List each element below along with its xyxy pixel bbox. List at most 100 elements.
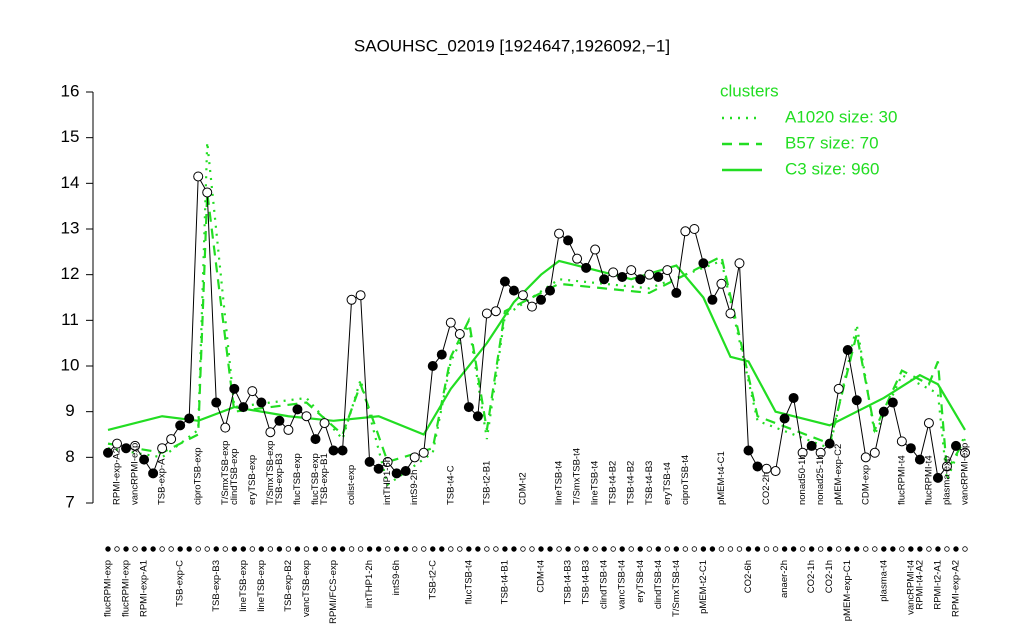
- bottom-label: TSB-t4-B3: [563, 560, 574, 604]
- rug-point: [709, 546, 716, 552]
- chart-title: SAOUHSC_02019 [1924647,1926092,−1]: [354, 36, 670, 55]
- bottom-label: pMEM-exp-C1: [842, 560, 853, 621]
- rug-point: [375, 546, 382, 552]
- point: [157, 443, 168, 454]
- rug-point: [917, 546, 923, 552]
- point: [626, 265, 637, 276]
- cluster-line: [107, 259, 966, 436]
- rug-point: [475, 546, 481, 552]
- point: [806, 440, 817, 451]
- rug-point: [258, 546, 265, 552]
- rug-point: [105, 546, 111, 552]
- point: [590, 244, 601, 255]
- legend-label: B57 size: 70: [785, 133, 879, 152]
- point: [960, 447, 970, 458]
- bottom-label: CO2-1h: [806, 560, 817, 593]
- bottom-label: TSB-exp-B2: [283, 560, 294, 612]
- rug-point: [231, 546, 237, 552]
- top-label: colist-exp: [346, 465, 357, 505]
- rug-point: [448, 546, 454, 552]
- rug-point: [366, 546, 373, 552]
- point: [599, 274, 610, 285]
- point: [608, 267, 619, 278]
- rug-point: [303, 546, 310, 552]
- point: [373, 463, 384, 474]
- point: [932, 472, 943, 483]
- bottom-label: anaer-2h: [779, 560, 790, 598]
- rug-point: [556, 546, 562, 552]
- rug-point: [141, 546, 147, 552]
- point: [842, 345, 853, 356]
- point: [166, 434, 177, 445]
- point: [283, 424, 294, 435]
- bottom-label: pMEM-t2-C1: [698, 560, 709, 614]
- top-label: intS9-2h: [409, 470, 420, 505]
- point: [743, 445, 754, 456]
- top-label: TSB-t2-B1: [481, 461, 492, 505]
- rug-point: [890, 546, 896, 552]
- point: [202, 187, 213, 198]
- rug-point: [348, 546, 355, 552]
- rug-point: [872, 546, 878, 552]
- bottom-label: CDM-t4: [536, 560, 547, 593]
- top-label: flucRPMI-t4: [923, 455, 934, 505]
- point: [175, 420, 186, 431]
- point: [797, 447, 808, 458]
- bottom-label: eryTSB-t4: [635, 560, 646, 603]
- rug-point: [854, 546, 860, 552]
- rug-point: [538, 546, 544, 552]
- top-label: nonad25-1h: [815, 454, 826, 505]
- point: [788, 392, 799, 403]
- rug-point: [204, 546, 210, 552]
- top-label: plasma-exp: [941, 456, 952, 505]
- point: [436, 349, 447, 360]
- rug-point: [177, 546, 183, 552]
- rug-point: [412, 546, 418, 552]
- rug-point: [601, 546, 607, 552]
- rug-point: [574, 546, 580, 552]
- rug-point: [321, 546, 328, 552]
- bottom-label: flucRPMI-exp: [121, 560, 132, 617]
- top-label: pMEM-exp-C2: [833, 444, 844, 505]
- top-label: vancRPMI-exp: [130, 443, 141, 505]
- bottom-label: clindTSB-t4: [653, 560, 664, 609]
- rug-point: [240, 546, 247, 552]
- rug-point: [114, 546, 120, 552]
- rug-point: [402, 546, 409, 552]
- point: [923, 418, 934, 429]
- rug-point: [511, 546, 517, 552]
- point: [644, 269, 655, 280]
- rug-point: [763, 546, 770, 552]
- point: [265, 427, 276, 438]
- rug-point: [520, 546, 526, 552]
- rug-point: [168, 546, 174, 552]
- point: [238, 402, 249, 413]
- bottom-label: CO2-6h: [743, 560, 754, 593]
- rug-point: [493, 546, 499, 552]
- point: [499, 276, 510, 287]
- point: [581, 262, 592, 273]
- rug-point: [384, 546, 391, 552]
- legend-label: C3 size: 960: [785, 159, 880, 178]
- point: [680, 226, 691, 237]
- point: [905, 443, 916, 454]
- point: [472, 411, 483, 422]
- y-tick-label: 14: [61, 173, 80, 192]
- point: [545, 285, 556, 296]
- point: [328, 445, 339, 456]
- rug-point: [673, 546, 680, 552]
- point: [409, 452, 420, 463]
- bottom-label: vancRPMI-t4: [905, 560, 916, 615]
- rug-point: [457, 546, 463, 552]
- rug-point: [664, 546, 671, 552]
- rug-point: [836, 546, 842, 552]
- point: [382, 456, 393, 467]
- bottom-label: RPMI-exp-A2: [950, 560, 961, 617]
- point: [734, 258, 745, 269]
- bottom-label: intTHP1-2h: [364, 560, 375, 608]
- top-label: TSB-t4-B2: [608, 461, 619, 505]
- point: [653, 271, 664, 282]
- top-label: TSB-exp-B1: [319, 453, 330, 505]
- top-label: nonad50-1h: [797, 454, 808, 505]
- top-label: eryTSB-t4: [662, 462, 673, 505]
